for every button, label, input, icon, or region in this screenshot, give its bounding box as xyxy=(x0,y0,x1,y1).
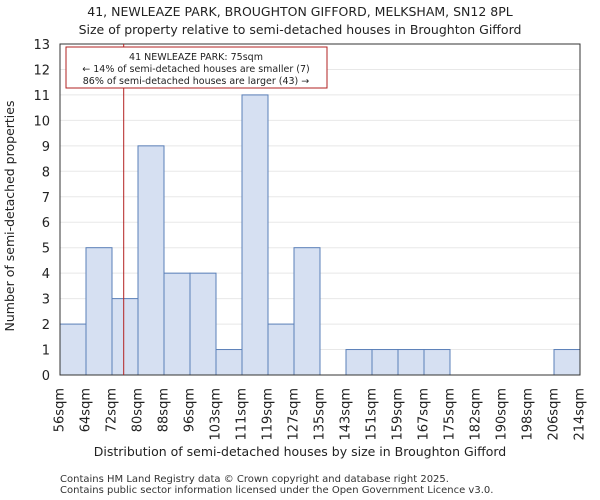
annotation-line2: ← 14% of semi-detached houses are smalle… xyxy=(82,64,310,75)
histogram-bar xyxy=(189,272,217,376)
x-tick-label: 167sqm xyxy=(417,388,432,441)
chart-title-line2: Size of property relative to semi-detach… xyxy=(78,22,522,37)
y-tick-label: 9 xyxy=(42,140,50,155)
footer-line1: Contains HM Land Registry data © Crown c… xyxy=(60,474,449,485)
y-tick-label: 6 xyxy=(42,216,50,231)
x-tick-label: 88sqm xyxy=(157,388,172,432)
x-tick-label: 80sqm xyxy=(131,388,146,432)
x-tick-label: 175sqm xyxy=(443,388,458,441)
y-tick-label: 5 xyxy=(42,242,50,257)
histogram-bar xyxy=(423,349,451,376)
annotation-box: 41 NEWLEAZE PARK: 75sqm ← 14% of semi-de… xyxy=(65,46,328,89)
x-tick-label: 135sqm xyxy=(313,388,328,441)
annotation-line1: 41 NEWLEAZE PARK: 75sqm xyxy=(129,52,263,63)
x-tick-label: 72sqm xyxy=(105,388,120,432)
histogram-bar xyxy=(59,323,87,376)
y-tick-label: 10 xyxy=(33,114,50,129)
x-tick-label: 143sqm xyxy=(339,388,354,441)
histogram-bar xyxy=(85,247,113,376)
x-tick-label: 159sqm xyxy=(391,388,406,441)
histogram-bar xyxy=(241,94,269,376)
histogram-bar xyxy=(111,298,139,376)
x-tick-label: 206sqm xyxy=(547,388,562,441)
footer-line2: Contains public sector information licen… xyxy=(60,485,494,496)
y-tick-label: 3 xyxy=(42,293,50,308)
y-tick-label: 7 xyxy=(42,191,50,206)
chart-title-line1: 41, NEWLEAZE PARK, BROUGHTON GIFFORD, ME… xyxy=(87,4,513,19)
annotation-line3: 86% of semi-detached houses are larger (… xyxy=(83,76,310,87)
y-tick-label: 4 xyxy=(42,267,50,282)
histogram-bar xyxy=(371,349,399,376)
histogram-bar xyxy=(163,272,191,376)
x-tick-label: 56sqm xyxy=(53,388,68,432)
x-tick-label: 190sqm xyxy=(495,388,510,441)
histogram-bar xyxy=(345,349,373,376)
y-tick-label: 8 xyxy=(42,165,50,180)
histogram-bar xyxy=(293,247,321,376)
y-tick-label: 13 xyxy=(33,38,50,53)
x-tick-label: 214sqm xyxy=(573,388,588,441)
histogram-bar xyxy=(215,349,243,376)
histogram-bar xyxy=(267,323,295,376)
x-tick-label: 111sqm xyxy=(235,388,250,441)
y-axis-label: Number of semi-detached properties xyxy=(2,101,17,332)
x-tick-label: 127sqm xyxy=(287,388,302,441)
x-tick-label: 151sqm xyxy=(365,388,380,441)
x-tick-label: 119sqm xyxy=(261,388,276,441)
y-tick-label: 11 xyxy=(33,89,50,104)
x-axis-label: Distribution of semi-detached houses by … xyxy=(94,444,507,459)
plot-frame xyxy=(59,43,581,376)
y-tick-label: 12 xyxy=(33,63,50,78)
x-tick-label: 198sqm xyxy=(521,388,536,441)
y-tick-label: 2 xyxy=(42,318,50,333)
y-tick-label: 0 xyxy=(42,369,50,384)
x-tick-label: 64sqm xyxy=(79,388,94,432)
histogram-bar xyxy=(397,349,425,376)
histogram-bar xyxy=(137,145,165,376)
x-tick-label: 182sqm xyxy=(469,388,484,441)
y-tick-label: 1 xyxy=(42,344,50,359)
x-tick-label: 96sqm xyxy=(183,388,198,432)
histogram-bar xyxy=(553,349,581,376)
x-tick-label: 103sqm xyxy=(209,388,224,441)
